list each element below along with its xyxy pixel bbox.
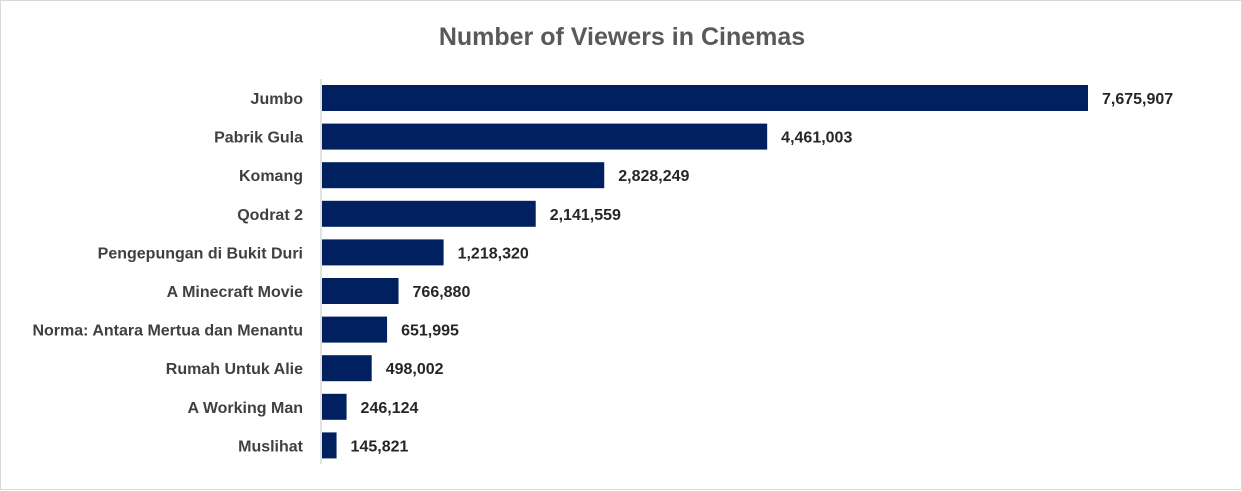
category-label: Muslihat xyxy=(238,438,304,455)
category-label: Pabrik Gula xyxy=(214,130,303,147)
bar xyxy=(322,355,372,382)
category-label: A Working Man xyxy=(187,400,303,417)
chart-title: Number of Viewers in Cinemas xyxy=(439,23,805,51)
bar xyxy=(322,123,768,150)
category-label: Qodrat 2 xyxy=(237,207,303,224)
bar xyxy=(322,239,444,266)
bar xyxy=(322,162,605,189)
bar xyxy=(322,278,399,304)
data-label: 7,675,907 xyxy=(1102,91,1173,108)
data-label: 2,141,559 xyxy=(550,207,621,224)
data-label: 498,002 xyxy=(386,361,444,378)
bar xyxy=(322,432,337,459)
data-label: 145,821 xyxy=(351,438,409,455)
bar xyxy=(322,200,536,227)
data-label: 1,218,320 xyxy=(458,245,529,262)
data-label: 766,880 xyxy=(413,284,471,301)
category-label: Komang xyxy=(239,168,303,185)
bar xyxy=(322,393,347,420)
data-label: 246,124 xyxy=(361,400,419,417)
data-label: 4,461,003 xyxy=(781,130,852,147)
category-label: A Minecraft Movie xyxy=(167,284,303,301)
bar xyxy=(322,85,1088,111)
category-label: Jumbo xyxy=(251,91,304,108)
data-label: 2,828,249 xyxy=(618,168,689,185)
bars-group: Jumbo 7,675,907 Pabrik Gula 4,461,003 Komang… xyxy=(32,85,1173,459)
data-label: 651,995 xyxy=(401,323,459,340)
category-label: Norma: Antara Mertua dan Menantu xyxy=(32,323,303,340)
bar xyxy=(322,316,388,343)
category-label: Pengepungan di Bukit Duri xyxy=(98,245,303,262)
category-label: Rumah Untuk Alie xyxy=(166,361,303,378)
